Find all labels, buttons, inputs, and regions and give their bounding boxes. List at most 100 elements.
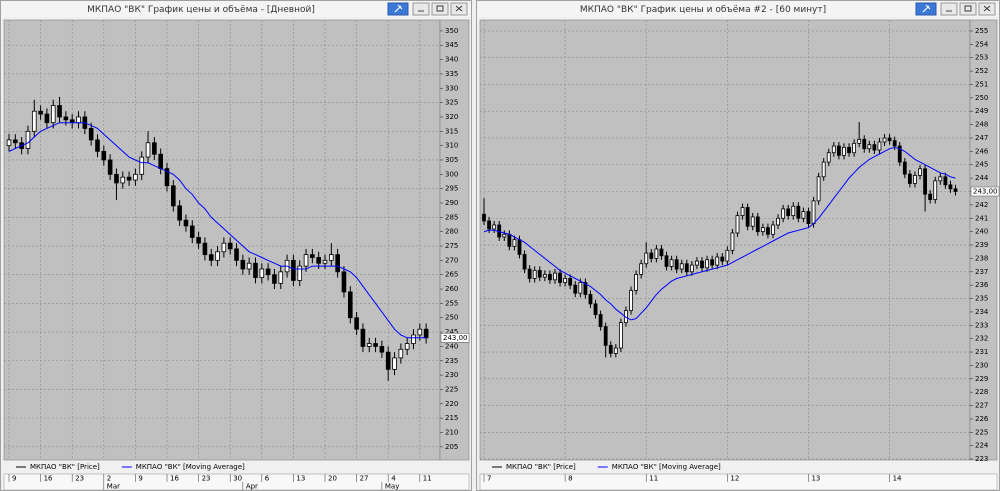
candle-body bbox=[618, 322, 623, 349]
close-button-icon bbox=[983, 5, 991, 12]
candle-body bbox=[720, 256, 725, 262]
y-tick-label: 245 bbox=[445, 328, 458, 336]
candle-body bbox=[821, 161, 826, 178]
candle-body bbox=[928, 193, 933, 200]
legend-label: МКПАО "ВК" [Price] bbox=[506, 463, 576, 471]
candle-body bbox=[303, 254, 309, 267]
candle-body bbox=[482, 213, 486, 222]
x-tick-label: 12 bbox=[730, 475, 739, 483]
candle-body bbox=[953, 188, 958, 192]
month-label: Apr bbox=[246, 483, 258, 491]
candle-body bbox=[366, 343, 372, 347]
candle-body bbox=[278, 271, 284, 284]
candle-body bbox=[50, 105, 56, 124]
y-tick-label: 225 bbox=[445, 385, 458, 393]
candle-body bbox=[837, 145, 841, 156]
candle-body bbox=[558, 272, 562, 283]
y-tick-label: 246 bbox=[975, 147, 989, 155]
candle-body bbox=[379, 346, 385, 353]
candle-body bbox=[512, 239, 517, 247]
candle-body bbox=[735, 215, 740, 234]
candle-body bbox=[781, 208, 786, 219]
y-tick-label: 247 bbox=[975, 134, 988, 142]
x-tick-label: 11 bbox=[423, 475, 432, 483]
candle-body bbox=[649, 252, 654, 259]
candle-body bbox=[639, 263, 644, 275]
candle-body bbox=[417, 328, 423, 336]
last-price-box bbox=[440, 333, 470, 343]
candle-body bbox=[918, 168, 922, 176]
candle-body bbox=[31, 110, 37, 132]
y-tick-label: 350 bbox=[445, 27, 458, 35]
candle-body bbox=[145, 142, 151, 158]
y-tick-label: 205 bbox=[445, 443, 458, 451]
x-tick-label: 16 bbox=[170, 475, 179, 483]
y-tick-label: 225 bbox=[975, 428, 988, 436]
candle-body bbox=[689, 264, 694, 273]
candle-body bbox=[6, 139, 12, 147]
candle-body bbox=[857, 138, 862, 144]
x-tick-label: 20 bbox=[328, 475, 337, 483]
date-axis bbox=[479, 473, 998, 491]
title-bar bbox=[1, 1, 471, 17]
y-tick-label: 244 bbox=[975, 174, 989, 182]
candle-body bbox=[933, 180, 938, 200]
last-price-box bbox=[970, 186, 1000, 197]
candle-body bbox=[725, 249, 730, 262]
candle-body bbox=[542, 274, 547, 278]
candle-body bbox=[847, 146, 851, 154]
candle-body bbox=[527, 268, 532, 279]
candle-body bbox=[76, 116, 81, 124]
candle-body bbox=[669, 259, 674, 267]
candle-body bbox=[887, 137, 892, 142]
y-tick-label: 253 bbox=[975, 54, 988, 62]
candle-body bbox=[923, 168, 927, 195]
minimize-button[interactable] bbox=[940, 2, 958, 16]
candle-body bbox=[583, 282, 588, 295]
x-tick-label: 2 bbox=[107, 475, 111, 483]
candle-body bbox=[227, 242, 233, 250]
x-tick-label: 6 bbox=[265, 475, 270, 483]
candle-body bbox=[593, 303, 598, 315]
plot-area bbox=[3, 19, 441, 461]
maximize-button[interactable] bbox=[431, 2, 449, 16]
candle-body bbox=[152, 142, 157, 155]
candle-body bbox=[265, 268, 271, 276]
candle-body bbox=[608, 344, 613, 354]
candle-body bbox=[492, 224, 497, 230]
y-tick-label: 239 bbox=[975, 241, 988, 249]
y-tick-label: 227 bbox=[975, 402, 988, 410]
candle-body bbox=[411, 334, 416, 344]
candle-body bbox=[852, 142, 857, 154]
candle-body bbox=[88, 128, 94, 141]
y-tick-label: 233 bbox=[975, 321, 988, 329]
candle-body bbox=[196, 237, 201, 244]
month-label: May bbox=[385, 483, 399, 491]
y-tick-label: 248 bbox=[975, 121, 988, 129]
candle-body bbox=[771, 224, 775, 235]
x-tick-label: 23 bbox=[202, 475, 211, 483]
legend-label: МКПАО "ВК" [Price] bbox=[30, 463, 100, 471]
candle-body bbox=[695, 260, 699, 266]
candle-body bbox=[902, 161, 907, 175]
candle-body bbox=[57, 105, 62, 118]
y-tick-label: 315 bbox=[445, 127, 458, 135]
title-bar bbox=[477, 1, 999, 17]
candle-body bbox=[329, 254, 334, 261]
y-tick-label: 210 bbox=[445, 428, 458, 436]
candle-body bbox=[253, 262, 258, 278]
candle-body bbox=[107, 159, 113, 175]
candle-body bbox=[246, 262, 252, 270]
candle-body bbox=[816, 176, 821, 202]
maximize-button[interactable] bbox=[959, 2, 977, 16]
minimize-button[interactable] bbox=[412, 2, 430, 16]
x-tick-label: 14 bbox=[893, 475, 902, 483]
y-tick-label: 249 bbox=[975, 107, 988, 115]
y-tick-label: 285 bbox=[445, 213, 458, 221]
y-tick-label: 265 bbox=[445, 271, 458, 279]
candle-body bbox=[679, 263, 684, 270]
candle-body bbox=[776, 217, 780, 226]
maximize-button-icon bbox=[964, 5, 972, 12]
candle-body bbox=[760, 227, 765, 233]
